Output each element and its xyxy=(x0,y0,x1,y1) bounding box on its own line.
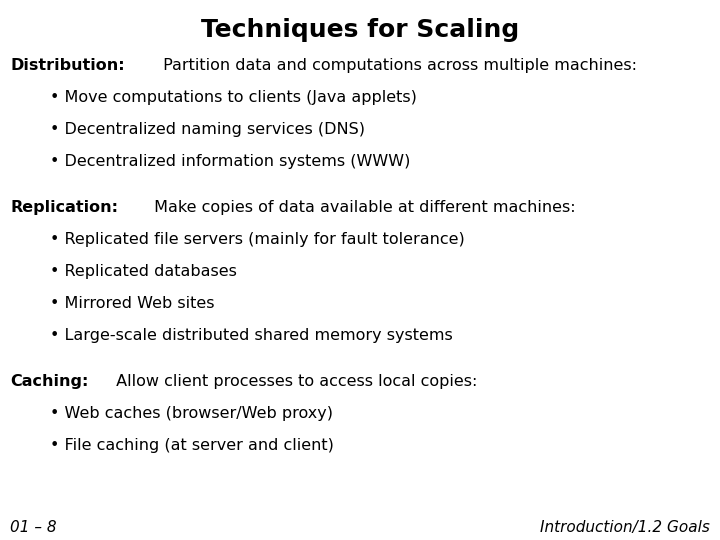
Text: • Decentralized information systems (WWW): • Decentralized information systems (WWW… xyxy=(50,154,410,169)
Text: • Replicated databases: • Replicated databases xyxy=(50,264,237,279)
Text: Distribution:: Distribution: xyxy=(10,58,125,73)
Text: • Decentralized naming services (DNS): • Decentralized naming services (DNS) xyxy=(50,122,365,137)
Text: Replication:: Replication: xyxy=(10,200,118,215)
Text: • Mirrored Web sites: • Mirrored Web sites xyxy=(50,296,215,311)
Text: • Move computations to clients (Java applets): • Move computations to clients (Java app… xyxy=(50,90,417,105)
Text: • File caching (at server and client): • File caching (at server and client) xyxy=(50,438,334,453)
Text: Introduction/1.2 Goals: Introduction/1.2 Goals xyxy=(540,520,710,535)
Text: Make copies of data available at different machines:: Make copies of data available at differe… xyxy=(149,200,576,215)
Text: Caching:: Caching: xyxy=(10,374,89,389)
Text: 01 – 8: 01 – 8 xyxy=(10,520,57,535)
Text: • Web caches (browser/Web proxy): • Web caches (browser/Web proxy) xyxy=(50,406,333,421)
Text: Partition data and computations across multiple machines:: Partition data and computations across m… xyxy=(158,58,637,73)
Text: Techniques for Scaling: Techniques for Scaling xyxy=(201,18,519,42)
Text: • Replicated file servers (mainly for fault tolerance): • Replicated file servers (mainly for fa… xyxy=(50,232,464,247)
Text: Allow client processes to access local copies:: Allow client processes to access local c… xyxy=(111,374,477,389)
Text: • Large-scale distributed shared memory systems: • Large-scale distributed shared memory … xyxy=(50,328,453,343)
